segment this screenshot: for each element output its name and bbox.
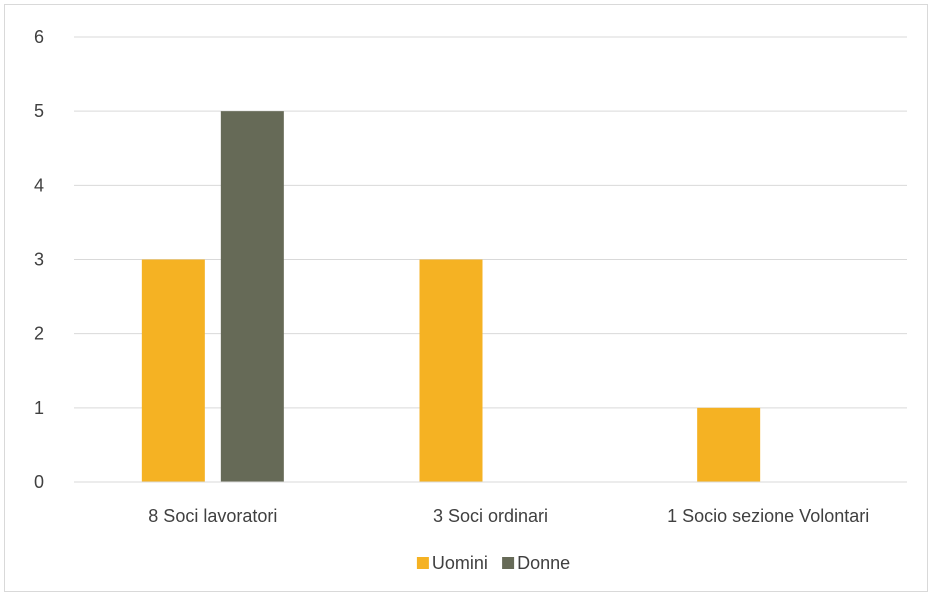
legend-swatch-uomini — [416, 557, 429, 569]
bar-donne — [220, 111, 284, 483]
bar-uomini — [419, 259, 483, 482]
legend-swatch-donne — [502, 557, 515, 569]
y-tick-label: 4 — [34, 175, 44, 195]
y-tick-label: 0 — [34, 472, 44, 492]
y-tick-label: 3 — [34, 250, 44, 270]
x-category-label: 8 Soci lavoratori — [148, 506, 277, 526]
bar-uomini — [141, 259, 205, 482]
legend: Uomini Donne — [416, 553, 570, 573]
y-tick-label: 2 — [34, 324, 44, 344]
grid-lines — [74, 36, 907, 409]
y-axis-ticks: 0 1 2 3 4 5 6 — [34, 27, 44, 492]
x-axis-categories: 8 Soci lavoratori 3 Soci ordinari 1 Socio … — [148, 506, 869, 526]
y-tick-label: 1 — [34, 398, 44, 418]
bar-uomini — [697, 407, 761, 482]
y-tick-label: 6 — [34, 27, 44, 47]
x-category-label: 1 Socio sezione Volontari — [667, 506, 869, 526]
bars — [141, 111, 761, 483]
y-tick-label: 5 — [34, 101, 44, 121]
legend-label: Uomini — [432, 553, 488, 573]
legend-label: Donne — [517, 553, 570, 573]
x-category-label: 3 Soci ordinari — [433, 506, 548, 526]
